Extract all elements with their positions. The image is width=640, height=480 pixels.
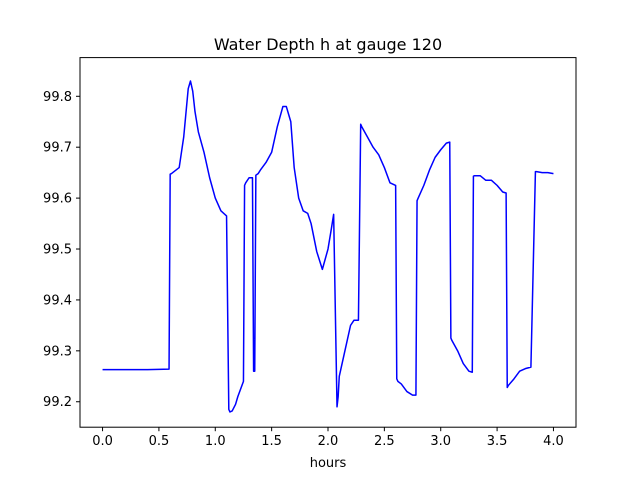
chart-title: Water Depth h at gauge 120 — [214, 35, 442, 54]
x-tick-label: 3.0 — [430, 434, 451, 449]
x-axis-label: hours — [310, 456, 347, 471]
x-tick-label: 0.5 — [149, 434, 170, 449]
y-tick-label: 99.3 — [43, 344, 72, 359]
x-tick-label: 3.5 — [487, 434, 508, 449]
x-tick-label: 1.0 — [205, 434, 226, 449]
x-tick-label: 2.0 — [318, 434, 339, 449]
y-tick-label: 99.5 — [43, 243, 72, 258]
x-tick-label: 4.0 — [543, 434, 564, 449]
y-tick-label: 99.7 — [43, 141, 72, 156]
x-tick-label: 2.5 — [374, 434, 395, 449]
y-tick-label: 99.4 — [43, 293, 72, 308]
x-tick-label: 1.5 — [261, 434, 282, 449]
y-tick-label: 99.8 — [43, 90, 72, 105]
y-tick-label: 99.6 — [43, 192, 72, 207]
y-tick-label: 99.2 — [43, 395, 72, 410]
x-tick-label: 0.0 — [92, 434, 113, 449]
